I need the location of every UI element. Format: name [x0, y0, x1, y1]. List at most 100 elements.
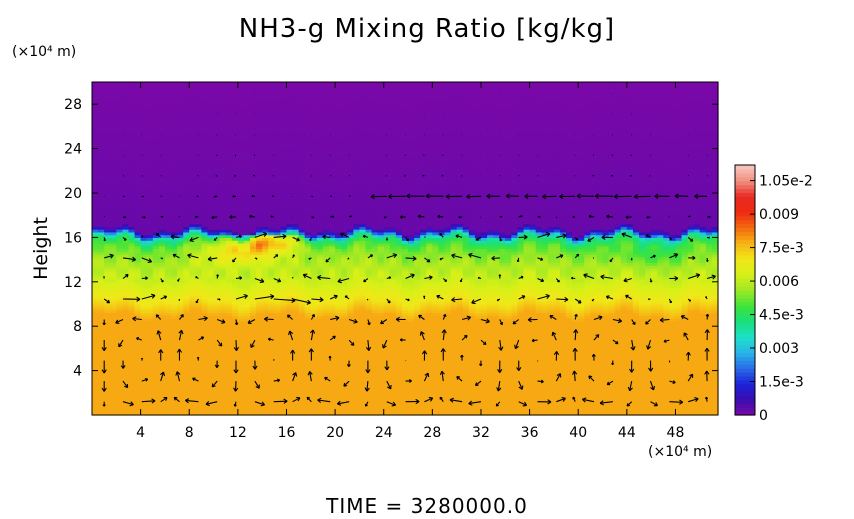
heatmap-cell [499, 387, 506, 391]
heatmap-cell [511, 353, 519, 358]
heatmap-cell [693, 384, 701, 388]
heatmap-cell [122, 342, 130, 347]
heatmap-cell [335, 381, 342, 386]
heatmap-cell [237, 353, 245, 358]
heatmap-cell [250, 403, 257, 408]
heatmap-cell [225, 381, 233, 386]
heatmap-cell [201, 348, 209, 352]
heatmap-cell [128, 376, 136, 380]
heatmap-cell [104, 370, 111, 374]
heatmap-cell [395, 403, 403, 408]
heatmap-cell [207, 370, 215, 374]
heatmap-cell [274, 359, 282, 363]
heatmap-cell [207, 353, 215, 358]
heatmap-cell [426, 345, 433, 349]
heatmap-cell [480, 412, 488, 416]
heatmap-cell [225, 356, 233, 361]
heatmap-cell [566, 392, 573, 397]
heatmap-cell [110, 376, 117, 380]
heatmap-cell [395, 395, 403, 399]
heatmap-cell [632, 403, 640, 408]
heatmap-cell [268, 334, 275, 338]
heatmap-cell [98, 392, 105, 397]
heatmap-cell [614, 356, 622, 361]
heatmap-cell [177, 342, 184, 347]
heatmap-cell [274, 337, 282, 341]
heatmap-cell [189, 367, 196, 372]
heatmap-cell [681, 328, 689, 333]
heatmap-cell [663, 342, 670, 347]
heatmap-cell [645, 359, 652, 363]
heatmap-cell [487, 353, 494, 358]
heatmap-cell [310, 340, 318, 344]
heatmap-cell [626, 403, 634, 408]
heatmap-cell [92, 376, 99, 380]
heatmap-cell [408, 367, 415, 372]
heatmap-cell [213, 403, 221, 408]
heatmap-cell [268, 356, 275, 361]
heatmap-cell [590, 395, 598, 399]
heatmap-cell [657, 376, 664, 380]
heatmap-cell [578, 395, 585, 399]
heatmap-cell [256, 351, 263, 355]
heatmap-cell [693, 412, 701, 416]
heatmap-cell [201, 365, 209, 369]
heatmap-cell [207, 395, 215, 399]
heatmap-cell [92, 378, 99, 383]
heatmap-cell [171, 365, 178, 369]
heatmap-cell [359, 356, 367, 361]
heatmap-cell [535, 401, 543, 405]
heatmap-cell [511, 406, 519, 411]
heatmap-cell [468, 331, 476, 336]
heatmap-cell [256, 345, 263, 349]
heatmap-cell [420, 370, 427, 374]
heatmap-cell [450, 370, 458, 374]
heatmap-cell [322, 403, 330, 408]
heatmap-cell [444, 384, 452, 388]
heatmap-cell [401, 348, 409, 352]
heatmap-cell [480, 362, 488, 366]
heatmap-cell [335, 359, 342, 363]
heatmap-cell [584, 409, 591, 413]
heatmap-cell [146, 392, 154, 397]
heatmap-cell [104, 353, 111, 358]
heatmap-cell [146, 331, 154, 336]
heatmap-cell [219, 340, 227, 344]
heatmap-cell [116, 384, 123, 388]
heatmap-cell [383, 376, 391, 380]
heatmap-cell [104, 348, 111, 352]
heatmap-cell [347, 331, 354, 336]
heatmap-cell [189, 365, 196, 369]
heatmap-cell [711, 398, 719, 402]
heatmap-cell [110, 356, 117, 361]
heatmap-cell [414, 337, 421, 341]
heatmap-cell [420, 398, 427, 402]
heatmap-cell [128, 367, 136, 372]
heatmap-cell [450, 331, 458, 336]
heatmap-cell [316, 337, 324, 341]
heatmap-cell [231, 328, 239, 333]
heatmap-cell [322, 370, 330, 374]
heatmap-cell [638, 390, 646, 394]
heatmap-cell [444, 392, 452, 397]
heatmap-cell [389, 334, 397, 338]
heatmap-cell [711, 367, 719, 372]
heatmap-cell [146, 353, 154, 358]
heatmap-cell [620, 331, 628, 336]
heatmap-cell [128, 370, 136, 374]
heatmap-cell [566, 378, 573, 383]
heatmap-cell [438, 331, 446, 336]
heatmap-cell [213, 340, 221, 344]
heatmap-cell [669, 356, 677, 361]
heatmap-cell [189, 403, 196, 408]
heatmap-cell [559, 328, 567, 333]
heatmap-cell [262, 351, 269, 355]
heatmap-cell [517, 403, 525, 408]
heatmap-cell [377, 345, 385, 349]
heatmap-cell [547, 373, 555, 377]
heatmap-cell [359, 362, 367, 366]
heatmap-cell [256, 328, 263, 333]
heatmap-cell [638, 365, 646, 369]
heatmap-cell [286, 342, 294, 347]
heatmap-cell [213, 345, 221, 349]
